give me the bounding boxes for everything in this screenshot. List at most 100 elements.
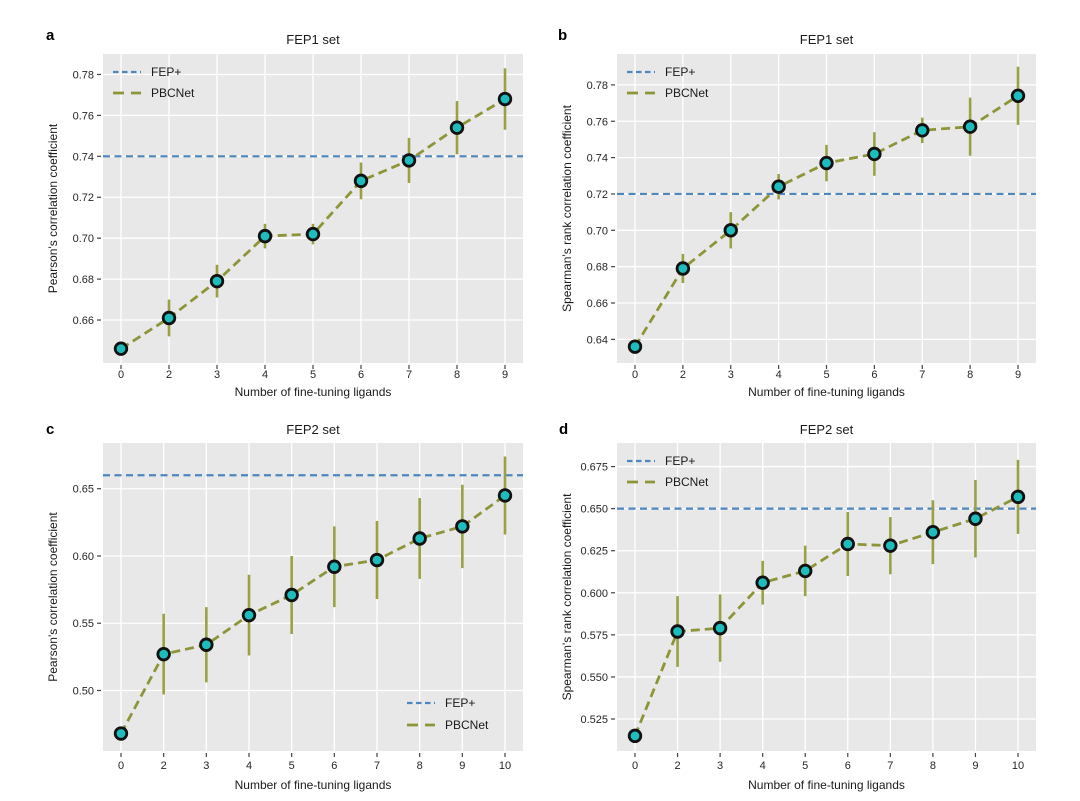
x-tick-label: 0 bbox=[118, 369, 124, 381]
x-tick-label: 2 bbox=[680, 369, 686, 381]
data-point-marker bbox=[840, 536, 855, 552]
x-tick-label: 7 bbox=[887, 760, 893, 772]
data-point-marker bbox=[627, 339, 643, 354]
y-tick-label: 0.68 bbox=[73, 274, 94, 286]
data-point-marker bbox=[1010, 88, 1026, 104]
legend-entry-pbcnet: PBCNet bbox=[113, 86, 195, 100]
data-point-marker bbox=[257, 228, 273, 244]
panel-letter: a bbox=[46, 27, 55, 44]
data-points bbox=[627, 489, 1026, 744]
x-tick-label: 8 bbox=[417, 760, 423, 772]
legend-label: PBCNet bbox=[665, 475, 709, 489]
data-point-marker bbox=[819, 155, 834, 171]
data-point-marker bbox=[883, 538, 898, 553]
x-tick-label: 6 bbox=[845, 760, 851, 772]
y-tick-label: 0.600 bbox=[580, 588, 608, 600]
data-point-marker bbox=[209, 273, 225, 289]
legend: FEP+ PBCNet bbox=[627, 454, 709, 489]
y-tick-label: 0.66 bbox=[587, 298, 608, 310]
y-tick-label: 0.64 bbox=[587, 334, 608, 346]
data-point-marker bbox=[161, 310, 177, 326]
y-tick-label: 0.68 bbox=[587, 262, 608, 274]
pbcnet-line bbox=[119, 494, 506, 735]
x-tick-label: 9 bbox=[459, 760, 465, 772]
legend: FEP+ PBCNet bbox=[113, 65, 195, 100]
y-tick-label: 0.575 bbox=[580, 630, 608, 642]
data-point-marker bbox=[723, 223, 738, 238]
y-tick-label: 0.550 bbox=[580, 672, 608, 684]
y-axis-label: Pearson's correlation coefficient bbox=[46, 512, 60, 682]
x-tick-label: 4 bbox=[262, 369, 268, 381]
y-tick-label: 0.78 bbox=[587, 80, 608, 92]
y-tick-label: 0.65 bbox=[73, 484, 94, 496]
y-tick-label: 0.55 bbox=[73, 618, 94, 630]
x-tick-label: 4 bbox=[760, 760, 766, 772]
x-tick-label: 5 bbox=[289, 760, 295, 772]
x-tick-label: 3 bbox=[717, 760, 723, 772]
legend-label: FEP+ bbox=[151, 65, 181, 79]
x-tick-label: 0 bbox=[632, 369, 638, 381]
data-point-marker bbox=[327, 559, 342, 574]
data-points bbox=[113, 488, 513, 741]
legend-entry-pbcnet: PBCNet bbox=[407, 718, 489, 732]
data-point-marker bbox=[305, 226, 321, 242]
panel-title: FEP2 set bbox=[800, 422, 854, 437]
panel-letter: c bbox=[46, 421, 54, 438]
y-axis-label: Pearson's correlation coefficient bbox=[46, 123, 60, 293]
data-point-marker bbox=[712, 620, 728, 636]
data-point-marker bbox=[369, 552, 385, 568]
data-points bbox=[627, 88, 1026, 354]
y-axis-label: Spearman's rank correlation coefficient bbox=[560, 104, 574, 312]
data-point-marker bbox=[968, 511, 983, 526]
data-point-marker bbox=[925, 525, 941, 540]
y-axis-label: Spearman's rank correlation coefficient bbox=[560, 493, 574, 701]
x-tick-label: 3 bbox=[728, 369, 734, 381]
legend-entry-pbcnet: PBCNet bbox=[627, 475, 709, 489]
x-tick-label: 10 bbox=[499, 760, 511, 772]
data-point-marker bbox=[670, 624, 685, 639]
legend: FEP+ PBCNet bbox=[407, 696, 489, 732]
legend-entry-fepplus: FEP+ bbox=[627, 454, 695, 468]
y-tick-label: 0.66 bbox=[73, 315, 94, 327]
data-point-marker bbox=[497, 91, 513, 107]
y-tick-label: 0.72 bbox=[587, 189, 608, 201]
panel-letter: b bbox=[558, 27, 567, 44]
data-point-marker bbox=[199, 637, 214, 652]
data-point-marker bbox=[798, 563, 813, 579]
x-tick-label: 4 bbox=[776, 369, 782, 381]
x-tick-label: 9 bbox=[972, 760, 978, 772]
data-point-marker bbox=[1010, 489, 1026, 505]
data-point-marker bbox=[867, 146, 882, 162]
x-tick-label: 5 bbox=[802, 760, 808, 772]
data-point-marker bbox=[455, 519, 470, 534]
data-point-marker bbox=[449, 120, 465, 135]
y-tick-label: 0.76 bbox=[73, 110, 94, 122]
legend-entry-fepplus: FEP+ bbox=[627, 65, 695, 79]
legend-label: FEP+ bbox=[445, 696, 475, 710]
data-point-marker bbox=[627, 728, 643, 744]
x-tick-label: 2 bbox=[674, 760, 680, 772]
data-point-marker bbox=[412, 531, 427, 546]
x-tick-label: 8 bbox=[967, 369, 973, 381]
data-point-marker bbox=[113, 726, 129, 741]
legend-label: PBCNet bbox=[445, 718, 489, 732]
data-point-marker bbox=[284, 587, 299, 603]
legend-label: PBCNet bbox=[151, 86, 195, 100]
x-tick-label: 6 bbox=[331, 760, 337, 772]
y-tick-label: 0.650 bbox=[580, 504, 608, 516]
x-tick-label: 9 bbox=[502, 369, 508, 381]
data-point-marker bbox=[401, 153, 417, 168]
panel-letter: d bbox=[559, 421, 568, 438]
data-point-marker bbox=[497, 488, 513, 503]
x-tick-label: 7 bbox=[374, 760, 380, 772]
data-point-marker bbox=[156, 646, 171, 662]
x-tick-label: 4 bbox=[246, 760, 252, 772]
x-tick-label: 2 bbox=[161, 760, 167, 772]
y-tick-label: 0.50 bbox=[73, 685, 94, 697]
x-tick-label: 8 bbox=[454, 369, 460, 381]
y-tick-label: 0.78 bbox=[73, 69, 94, 81]
x-tick-label: 7 bbox=[406, 369, 412, 381]
x-axis-label: Number of fine-tuning ligands bbox=[235, 778, 392, 792]
legend-entry-fepplus: FEP+ bbox=[407, 696, 475, 710]
